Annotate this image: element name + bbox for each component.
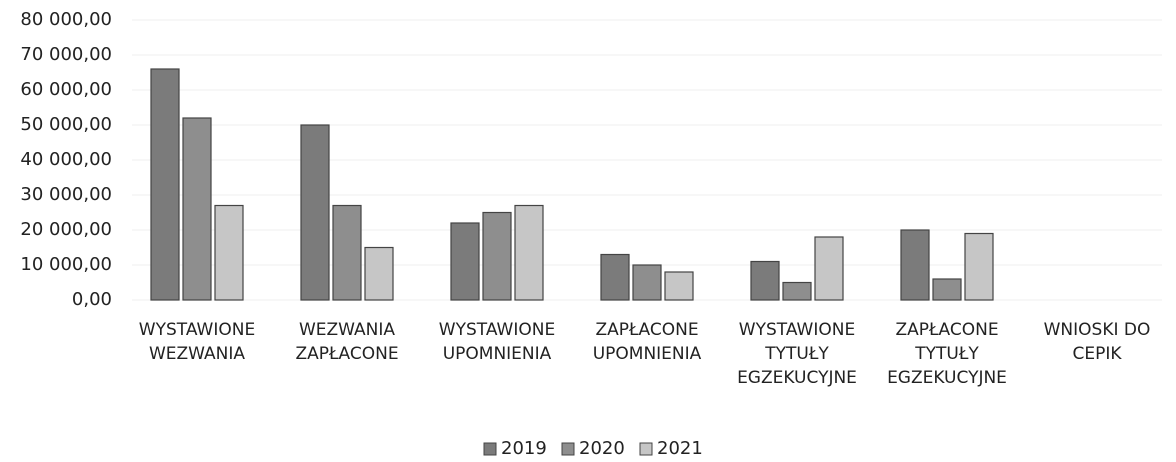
y-tick-label: 70 000,00	[20, 44, 112, 65]
bar	[964, 232, 994, 301]
x-tick-label: WYSTAWIONE WEZWANIA	[138, 320, 256, 364]
bar	[182, 117, 212, 301]
legend-label: 2021	[657, 438, 703, 459]
y-tick-label: 30 000,00	[20, 184, 112, 205]
x-tick-label: ZAPŁACONE TYTUŁY EGZEKUCYJNE	[887, 320, 1007, 388]
bar	[664, 271, 694, 301]
legend-swatch	[561, 442, 575, 456]
bar	[514, 204, 544, 301]
bar	[750, 260, 780, 301]
bar	[900, 229, 930, 301]
bar	[450, 222, 480, 301]
x-tick-label: WNIOSKI DO CEPIK	[1043, 320, 1151, 364]
bar	[150, 68, 180, 301]
bar	[300, 124, 330, 301]
y-tick-label: 20 000,00	[20, 219, 112, 240]
legend-swatch	[483, 442, 497, 456]
y-tick-label: 50 000,00	[20, 114, 112, 135]
bar	[600, 253, 630, 301]
legend-label: 2019	[501, 438, 547, 459]
x-tick-label: WYSTAWIONE UPOMNIENIA	[438, 320, 556, 364]
bar	[332, 204, 362, 301]
bar	[632, 264, 662, 301]
bar	[932, 278, 962, 301]
legend-label: 2020	[579, 438, 625, 459]
bar	[482, 211, 512, 301]
bar	[814, 236, 844, 301]
y-tick-label: 10 000,00	[20, 254, 112, 275]
x-tick-label: WYSTAWIONE TYTUŁY EGZEKUCYJNE	[737, 320, 857, 388]
legend-swatch	[639, 442, 653, 456]
y-tick-label: 40 000,00	[20, 149, 112, 170]
bar	[782, 281, 812, 301]
bar	[214, 204, 244, 301]
y-tick-label: 0,00	[72, 289, 112, 310]
y-tick-label: 80 000,00	[20, 9, 112, 30]
x-tick-label: WEZWANIA ZAPŁACONE	[295, 320, 399, 364]
bar	[364, 246, 394, 301]
y-tick-label: 60 000,00	[20, 79, 112, 100]
x-tick-label: ZAPŁACONE UPOMNIENIA	[592, 320, 702, 364]
